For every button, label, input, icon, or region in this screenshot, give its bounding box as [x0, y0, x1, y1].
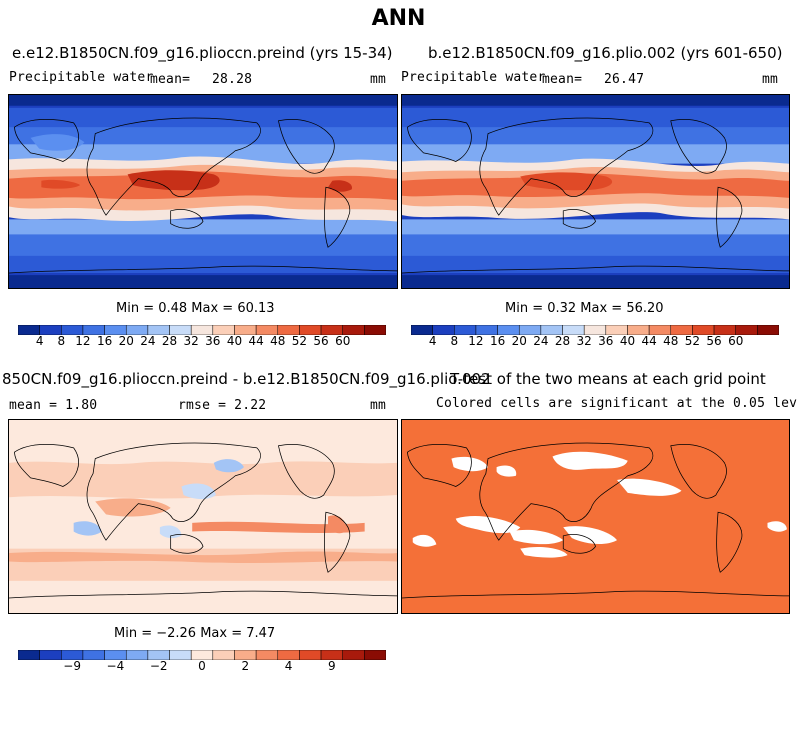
colorbar-tick-label: 16: [96, 334, 113, 348]
colorbar-tick-label: 0: [198, 659, 206, 673]
colorbar-tick-label: 28: [161, 334, 178, 348]
figure-title: ANN: [371, 6, 426, 31]
colorbar-tick-label: 32: [576, 334, 592, 348]
colorbar-tick-label: 12: [75, 334, 91, 348]
colorbar-tick-label: 4: [428, 334, 437, 348]
colorbar-tick-label: 52: [291, 334, 308, 348]
panel2-map: [401, 94, 790, 289]
panel3-minmax: Min = −2.26 Max = 7.47: [114, 626, 276, 641]
panel3-colorbar-ticks: −9 −4 −2 0 2 4 9: [18, 659, 386, 675]
panel1-variable: Precipitable water: [9, 70, 154, 85]
panel4-subtitle: Colored cells are significant at the 0.0…: [436, 396, 797, 411]
colorbar-tick-label: 24: [533, 334, 549, 348]
colorbar-tick-label: 24: [140, 334, 156, 348]
colorbar-tick-label: 36: [205, 334, 221, 348]
colorbar-tick-label: 60: [728, 334, 744, 348]
colorbar-tick-label: 44: [641, 334, 657, 348]
panel4-map: [401, 419, 790, 614]
panel1-units: mm: [370, 72, 387, 87]
colorbar-tick-label: 2: [241, 659, 250, 673]
colorbar-tick-label: 9: [328, 659, 336, 673]
colorbar-tick-label: 36: [598, 334, 614, 348]
panel1-colorbar: [17, 322, 387, 336]
colorbar-tick-label: 40: [226, 334, 243, 348]
panel2-mean-value: 26.47: [604, 72, 645, 87]
colorbar-tick-label: 8: [57, 334, 66, 348]
panel2-colorbar: [410, 322, 780, 336]
colorbar-tick-label: 12: [468, 334, 484, 348]
panel3-map: [8, 419, 398, 614]
panel3-mean: mean = 1.80: [9, 398, 98, 413]
colorbar-tick-label: 48: [663, 334, 679, 348]
panel1-colorbar-ticks: 4 8 12 16 20 24 28 32 36 40 44 48 52 56 60: [18, 334, 386, 350]
colorbar-tick-label: 40: [619, 334, 636, 348]
panel2-variable: Precipitable water: [401, 70, 546, 85]
panel4-title: T-test of the two means at each grid poi…: [450, 370, 766, 388]
panel2-title: b.e12.B1850CN.f09_g16.plio.002 (yrs 601-…: [428, 44, 783, 62]
panel2-minmax: Min = 0.32 Max = 56.20: [505, 301, 664, 316]
colorbar-tick-label: 20: [118, 334, 134, 348]
panel2-mean-label: mean=: [542, 72, 583, 87]
panel1-map: [8, 94, 398, 289]
colorbar-tick-label: 20: [511, 334, 527, 348]
colorbar-tick-label: 44: [248, 334, 264, 348]
colorbar-tick-label: 28: [554, 334, 571, 348]
panel1-mean-value: 28.28: [212, 72, 253, 87]
colorbar-tick-label: 52: [684, 334, 701, 348]
colorbar-tick-label: 16: [489, 334, 506, 348]
panel1-minmax: Min = 0.48 Max = 60.13: [116, 301, 275, 316]
colorbar-tick-label: −2: [149, 659, 168, 673]
colorbar-tick-label: 60: [335, 334, 351, 348]
colorbar-tick-label: −9: [63, 659, 81, 673]
panel1-mean-label: mean=: [150, 72, 191, 87]
panel3-units: mm: [370, 398, 387, 413]
colorbar-tick-label: 56: [313, 334, 329, 348]
panel3-title: 850CN.f09_g16.pliocсn.preind - b.e12.B18…: [2, 370, 491, 388]
colorbar-tick-label: −4: [106, 659, 125, 673]
colorbar-tick-label: 8: [450, 334, 459, 348]
colorbar-tick-label: 4: [284, 659, 293, 673]
panel1-title: e.e12.B1850CN.f09_g16.pliocсn.preind (yr…: [12, 44, 393, 62]
panel3-rmse: rmse = 2.22: [178, 398, 267, 413]
colorbar-tick-label: 48: [270, 334, 286, 348]
panel3-colorbar: [17, 647, 387, 661]
colorbar-tick-label: 32: [183, 334, 199, 348]
colorbar-tick-label: 56: [706, 334, 722, 348]
panel2-units: mm: [762, 72, 779, 87]
colorbar-tick-label: 4: [35, 334, 44, 348]
panel2-colorbar-ticks: 4 8 12 16 20 24 28 32 36 40 44 48 52 56 60: [411, 334, 779, 350]
